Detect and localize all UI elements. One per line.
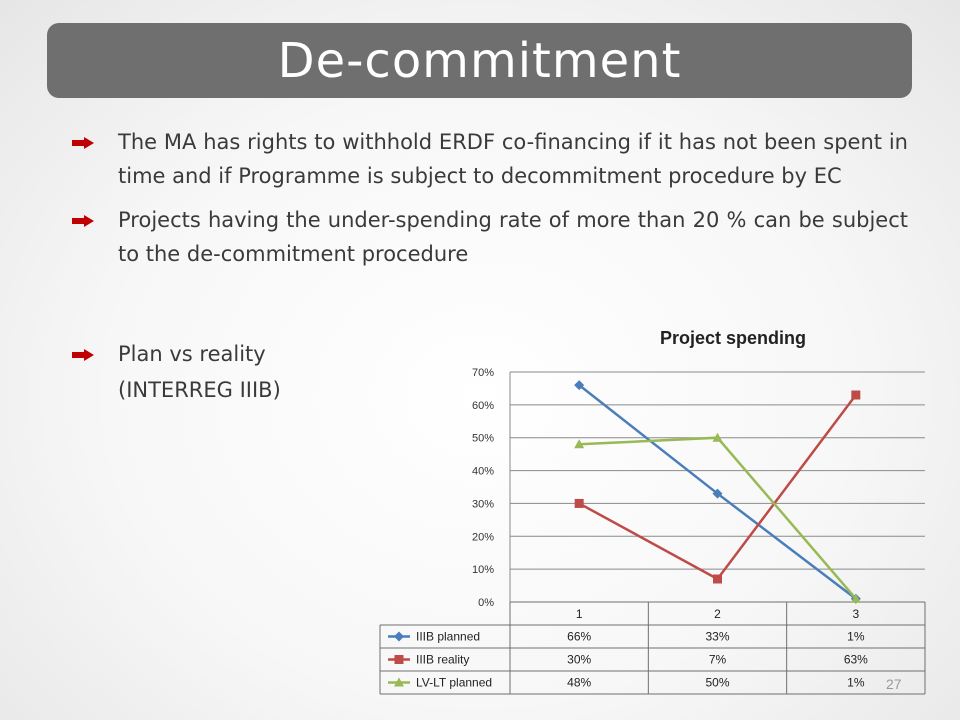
title-bar: De-commitment xyxy=(47,23,912,98)
data-point xyxy=(712,488,723,499)
data-point xyxy=(850,593,861,603)
data-point xyxy=(574,439,585,449)
data-label: 48% xyxy=(567,676,591,690)
slide-title: De-commitment xyxy=(277,32,682,89)
y-tick-label: 30% xyxy=(472,498,494,510)
data-label: 63% xyxy=(844,653,868,667)
category-label: 1 xyxy=(576,607,583,621)
line-chart: 0% 10% 20% 30% 40% 50% 60% 70% 1 2 3 IIIB planned 66… xyxy=(379,367,926,695)
data-point xyxy=(394,677,404,687)
data-point xyxy=(713,574,722,584)
data-point xyxy=(851,390,861,400)
chart-title: Project spending xyxy=(659,328,807,348)
data-point xyxy=(574,380,585,391)
legend-label: LV-LT planned xyxy=(416,676,492,690)
y-tick-label: 0% xyxy=(478,597,494,609)
data-label: 1% xyxy=(847,630,865,644)
data-point xyxy=(574,498,584,508)
data-point xyxy=(394,655,404,664)
bullet-item: Plan vs reality xyxy=(70,337,281,371)
data-point xyxy=(394,631,404,642)
bullet-item: The MA has rights to withhold ERDF co-fi… xyxy=(70,125,908,193)
legend-label: IIIB planned xyxy=(416,630,480,644)
legend-label: IIIB reality xyxy=(416,653,469,667)
y-tick-label: 10% xyxy=(472,564,494,576)
category-label: 3 xyxy=(852,607,859,621)
y-tick-label: 60% xyxy=(472,400,494,412)
bullet-text: Plan vs reality xyxy=(118,342,266,366)
bullet-list-plan: Plan vs reality (INTERREG IIIB) xyxy=(70,337,281,409)
y-tick-label: 40% xyxy=(472,466,494,478)
data-point xyxy=(712,432,723,442)
arrow-bullet-icon xyxy=(72,349,94,361)
bullet-text: The MA has rights to withhold ERDF co-fi… xyxy=(118,130,908,188)
bullet-text: Projects having the under-spending rate … xyxy=(118,208,908,266)
bullet-subtext: (INTERREG IIIB) xyxy=(118,378,281,402)
y-tick-label: 50% xyxy=(472,433,494,445)
data-label: 33% xyxy=(705,630,729,644)
arrow-bullet-icon xyxy=(72,215,94,227)
page-number: 27 xyxy=(886,676,902,692)
arrow-bullet-icon xyxy=(72,137,94,149)
category-label: 2 xyxy=(714,607,721,621)
data-label: 1% xyxy=(847,676,865,690)
data-label: 7% xyxy=(709,653,727,667)
data-label: 50% xyxy=(705,676,729,690)
bullet-item: Projects having the under-spending rate … xyxy=(70,203,908,271)
bullet-list: The MA has rights to withhold ERDF co-fi… xyxy=(70,125,908,281)
data-label: 66% xyxy=(567,630,591,644)
y-tick-label: 20% xyxy=(472,531,494,543)
y-tick-label: 70% xyxy=(472,367,494,379)
data-label: 30% xyxy=(567,653,591,667)
